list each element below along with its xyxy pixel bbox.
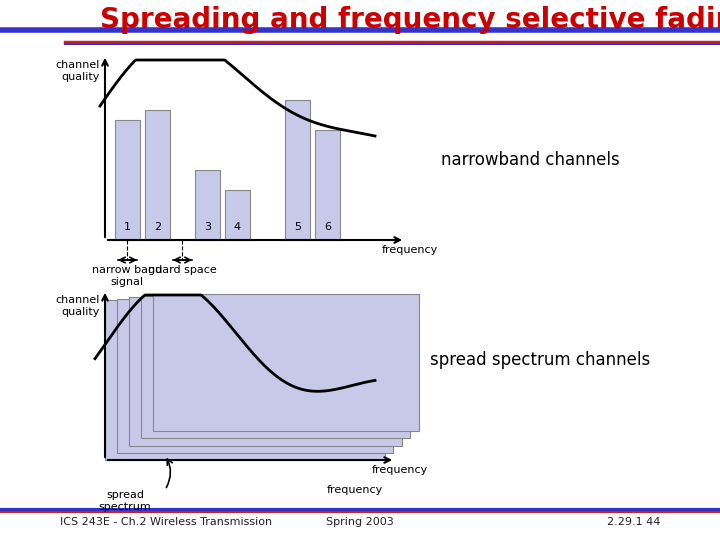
- Text: 5: 5: [294, 222, 301, 232]
- Bar: [285, 100, 310, 240]
- Bar: [195, 170, 220, 240]
- Text: narrow band
signal: narrow band signal: [92, 265, 162, 287]
- Text: 1: 1: [176, 414, 184, 427]
- Bar: [129, 297, 402, 445]
- Text: channel
quality: channel quality: [55, 60, 100, 82]
- Bar: [225, 190, 250, 240]
- Text: Spring 2003: Spring 2003: [326, 517, 394, 527]
- Text: spread
spectrum: spread spectrum: [99, 490, 151, 511]
- Text: channel
quality: channel quality: [55, 295, 100, 316]
- Bar: [153, 294, 418, 431]
- Text: 6: 6: [324, 222, 331, 232]
- Bar: [105, 300, 385, 460]
- Text: 4: 4: [234, 222, 241, 232]
- Text: frequency: frequency: [327, 485, 383, 495]
- Text: Spreading and frequency selective fading: Spreading and frequency selective fading: [100, 6, 720, 34]
- Bar: [117, 299, 393, 453]
- Bar: [141, 296, 410, 438]
- Bar: [315, 130, 340, 240]
- Text: narrowband channels: narrowband channels: [441, 151, 619, 169]
- Text: 1: 1: [124, 222, 131, 232]
- Text: 2: 2: [154, 222, 161, 232]
- Text: 2.29.1 44: 2.29.1 44: [607, 517, 660, 527]
- Text: frequency: frequency: [372, 465, 428, 475]
- Text: frequency: frequency: [382, 245, 438, 255]
- Text: ICS 243E - Ch.2 Wireless Transmission: ICS 243E - Ch.2 Wireless Transmission: [60, 517, 272, 527]
- Text: guard space: guard space: [148, 265, 217, 275]
- Bar: [145, 110, 170, 240]
- Bar: [115, 120, 140, 240]
- Text: spread spectrum channels: spread spectrum channels: [430, 351, 650, 369]
- Text: 3: 3: [204, 222, 211, 232]
